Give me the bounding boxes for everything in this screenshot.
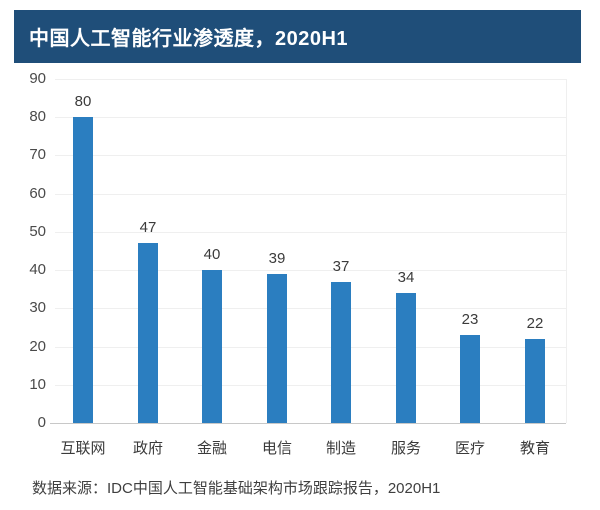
x-axis-category-label: 医疗 [454, 440, 485, 457]
bar [267, 274, 287, 423]
bar [73, 117, 93, 423]
y-axis-tick-label: 80 [29, 108, 46, 125]
bar [460, 335, 480, 423]
gridline [55, 117, 566, 118]
x-axis-category-label: 教育 [519, 440, 550, 457]
x-axis-category-label: 政府 [132, 440, 163, 457]
x-axis-category-label: 制造 [325, 440, 356, 457]
gridline [55, 308, 566, 309]
gridline [55, 194, 566, 195]
source-note: 数据来源：IDC中国人工智能基础架构市场跟踪报告，2020H1 [32, 480, 441, 497]
bar-value-label: 22 [526, 315, 544, 332]
bar-value-label: 39 [268, 250, 286, 267]
bar-value-label: 80 [74, 93, 92, 110]
chart-title: 中国人工智能行业渗透度，2020H1 [29, 28, 349, 50]
x-axis-category-label: 互联网 [60, 440, 106, 457]
gridline [55, 79, 566, 80]
y-axis-tick-label: 60 [29, 185, 46, 202]
y-axis-tick-label: 10 [29, 376, 46, 393]
bar [525, 339, 545, 423]
bar [138, 243, 158, 423]
bar-value-label: 23 [461, 311, 479, 328]
x-axis-baseline [50, 423, 566, 424]
bar-value-label: 40 [203, 246, 221, 263]
bar-value-label: 34 [397, 269, 415, 286]
bar-value-label: 37 [332, 258, 350, 275]
plot-right-border [566, 79, 567, 423]
y-axis-tick-label: 20 [29, 338, 46, 355]
x-axis-category-label: 金融 [196, 440, 227, 457]
gridline [55, 155, 566, 156]
bar [202, 270, 222, 423]
x-axis-category-label: 服务 [390, 440, 421, 457]
y-axis-tick-label: 0 [37, 414, 46, 431]
bar [396, 293, 416, 423]
chart-title-bar: 中国人工智能行业渗透度，2020H1 [14, 10, 581, 63]
y-axis-tick-label: 90 [29, 70, 46, 87]
bar [331, 282, 351, 423]
gridline [55, 347, 566, 348]
gridline [55, 270, 566, 271]
bar-value-label: 47 [139, 219, 157, 236]
x-axis-category-label: 电信 [261, 440, 292, 457]
y-axis-tick-label: 40 [29, 261, 46, 278]
gridline [55, 385, 566, 386]
y-axis-tick-label: 30 [29, 299, 46, 316]
y-axis-tick-label: 70 [29, 146, 46, 163]
y-axis-tick-label: 50 [29, 223, 46, 240]
gridline [55, 232, 566, 233]
